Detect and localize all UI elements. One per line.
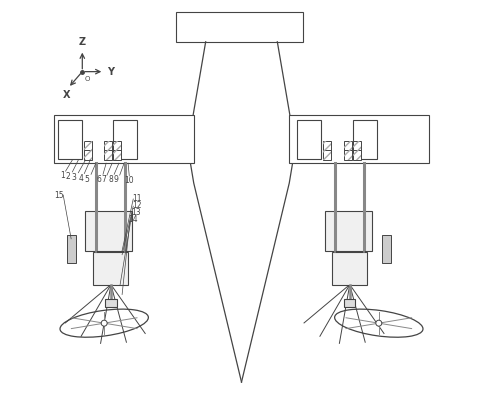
Bar xyxy=(323,150,331,160)
Bar xyxy=(114,141,121,151)
Ellipse shape xyxy=(101,320,107,326)
Bar xyxy=(104,150,112,160)
Text: 12: 12 xyxy=(132,201,142,210)
Bar xyxy=(344,141,352,151)
Bar xyxy=(104,150,112,160)
Bar xyxy=(353,141,361,151)
Text: 11: 11 xyxy=(132,194,142,203)
Bar xyxy=(353,150,361,160)
Bar xyxy=(297,120,321,159)
Text: 9: 9 xyxy=(114,176,118,184)
Bar xyxy=(114,150,121,160)
Bar xyxy=(344,150,352,160)
Text: 15: 15 xyxy=(55,191,64,199)
Bar xyxy=(85,150,92,160)
Bar xyxy=(344,141,352,151)
Text: 2: 2 xyxy=(66,172,71,181)
Text: Y: Y xyxy=(107,66,114,77)
Bar xyxy=(114,150,121,160)
Text: X: X xyxy=(63,90,71,100)
Bar xyxy=(325,211,372,251)
Bar xyxy=(114,141,121,151)
Bar xyxy=(85,141,92,151)
Bar xyxy=(323,150,331,160)
Bar xyxy=(344,150,352,160)
Bar xyxy=(344,298,355,307)
Text: 13: 13 xyxy=(131,208,141,217)
Bar xyxy=(105,298,116,307)
Bar xyxy=(332,252,367,285)
Text: 1: 1 xyxy=(60,172,65,180)
Text: 4: 4 xyxy=(78,174,83,183)
Bar xyxy=(383,235,391,263)
Text: 14: 14 xyxy=(128,215,138,224)
Bar xyxy=(54,115,194,163)
Bar xyxy=(93,252,128,285)
Bar xyxy=(104,141,112,151)
Bar xyxy=(85,141,92,151)
Bar xyxy=(67,235,76,263)
Text: 6: 6 xyxy=(97,175,102,183)
Bar xyxy=(353,120,377,159)
Text: O: O xyxy=(85,76,90,82)
Bar xyxy=(323,141,331,151)
Bar xyxy=(323,141,331,151)
Text: 5: 5 xyxy=(85,175,89,183)
Bar xyxy=(85,150,92,160)
Text: 7: 7 xyxy=(101,176,106,184)
Text: 8: 8 xyxy=(108,175,113,183)
Bar xyxy=(353,150,361,160)
Text: Z: Z xyxy=(79,37,86,47)
Bar xyxy=(104,141,112,151)
Bar xyxy=(176,12,303,42)
Text: 3: 3 xyxy=(72,173,77,182)
Bar xyxy=(58,120,82,159)
Bar xyxy=(114,120,137,159)
Bar xyxy=(289,115,429,163)
Bar xyxy=(85,211,132,251)
Bar xyxy=(353,141,361,151)
Ellipse shape xyxy=(376,320,382,326)
Text: 10: 10 xyxy=(125,176,134,185)
